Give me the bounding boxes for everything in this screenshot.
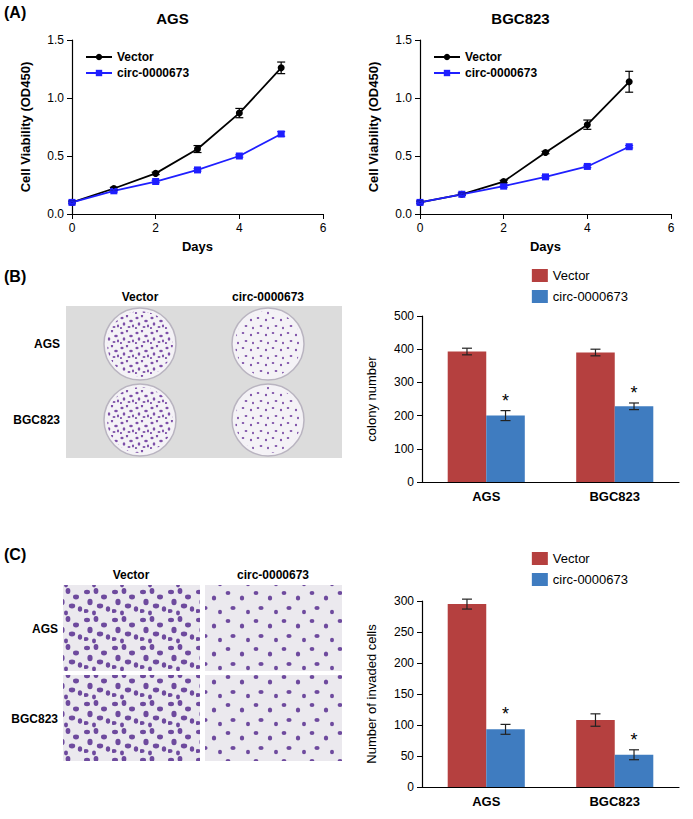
svg-text:100: 100 — [394, 442, 414, 456]
svg-text:4: 4 — [236, 221, 243, 235]
svg-text:AGS: AGS — [472, 794, 501, 809]
svg-text:1.5: 1.5 — [47, 33, 64, 47]
svg-text:AGS: AGS — [34, 337, 60, 351]
svg-text:Days: Days — [182, 239, 213, 254]
svg-text:Days: Days — [530, 239, 561, 254]
svg-text:circ-0000673: circ-0000673 — [553, 572, 628, 587]
svg-text:1.0: 1.0 — [395, 91, 412, 105]
svg-text:50: 50 — [401, 749, 415, 763]
svg-text:6: 6 — [320, 221, 327, 235]
svg-text:300: 300 — [394, 594, 414, 608]
svg-text:6: 6 — [668, 221, 675, 235]
svg-text:circ-0000673: circ-0000673 — [465, 66, 537, 80]
svg-text:BGC823: BGC823 — [491, 10, 549, 27]
svg-text:Cell Viability (OD450): Cell Viability (OD450) — [366, 62, 381, 193]
svg-text:1.5: 1.5 — [395, 33, 412, 47]
svg-text:4: 4 — [584, 221, 591, 235]
html-text:(A): (A) — [4, 4, 27, 21]
svg-text:circ-0000673: circ-0000673 — [232, 290, 304, 304]
svg-text:circ-0000673: circ-0000673 — [553, 289, 628, 304]
svg-text:0.0: 0.0 — [395, 207, 412, 221]
svg-text:0.5: 0.5 — [395, 149, 412, 163]
svg-text:AGS: AGS — [472, 489, 501, 504]
svg-text:100: 100 — [394, 718, 414, 732]
svg-text:Vector: Vector — [553, 551, 591, 566]
svg-text:BGC823: BGC823 — [589, 489, 640, 504]
svg-text:BGC823: BGC823 — [13, 413, 60, 427]
svg-text:0: 0 — [417, 221, 424, 235]
svg-text:AGS: AGS — [32, 622, 58, 636]
html-text:(B): (B) — [4, 268, 27, 285]
svg-text:*: * — [502, 704, 509, 724]
svg-text:circ-0000673: circ-0000673 — [117, 66, 189, 80]
svg-text:500: 500 — [394, 309, 414, 323]
svg-text:0.5: 0.5 — [47, 149, 64, 163]
svg-text:Vector: Vector — [465, 50, 502, 64]
svg-text:BGC823: BGC823 — [589, 794, 640, 809]
svg-text:*: * — [631, 383, 638, 403]
svg-text:BGC823: BGC823 — [11, 712, 58, 726]
svg-text:2: 2 — [152, 221, 159, 235]
svg-text:200: 200 — [394, 409, 414, 423]
svg-text:Vector: Vector — [122, 290, 159, 304]
svg-text:2: 2 — [500, 221, 507, 235]
svg-text:Vector: Vector — [117, 50, 154, 64]
svg-text:Cell Viability (OD450): Cell Viability (OD450) — [18, 62, 33, 193]
svg-text:200: 200 — [394, 656, 414, 670]
svg-text:1.0: 1.0 — [47, 91, 64, 105]
html-text:(C): (C) — [4, 546, 27, 563]
svg-text:*: * — [502, 391, 509, 411]
svg-text:AGS: AGS — [156, 10, 189, 27]
svg-text:*: * — [631, 730, 638, 750]
svg-text:250: 250 — [394, 625, 414, 639]
svg-text:0: 0 — [407, 780, 414, 794]
svg-text:150: 150 — [394, 687, 414, 701]
svg-text:400: 400 — [394, 342, 414, 356]
svg-text:0: 0 — [407, 475, 414, 489]
svg-text:0: 0 — [69, 221, 76, 235]
svg-text:circ-0000673: circ-0000673 — [237, 568, 309, 582]
svg-text:0.0: 0.0 — [47, 207, 64, 221]
svg-text:Number of invaded cells: Number of invaded cells — [364, 624, 379, 764]
svg-text:300: 300 — [394, 375, 414, 389]
svg-text:Vector: Vector — [553, 268, 591, 283]
svg-text:colony number: colony number — [364, 356, 379, 442]
svg-text:Vector: Vector — [113, 568, 150, 582]
